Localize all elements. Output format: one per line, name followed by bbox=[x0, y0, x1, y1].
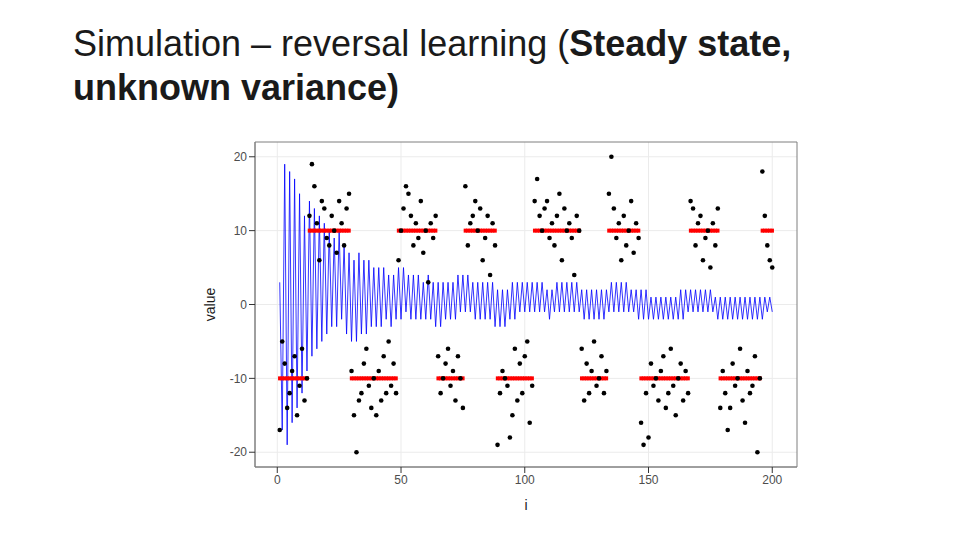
svg-text:150: 150 bbox=[638, 473, 658, 487]
svg-text:0: 0 bbox=[240, 298, 247, 312]
svg-text:100: 100 bbox=[515, 473, 535, 487]
svg-text:10: 10 bbox=[234, 224, 248, 238]
svg-text:0: 0 bbox=[274, 473, 281, 487]
svg-text:-20: -20 bbox=[230, 445, 248, 459]
svg-text:200: 200 bbox=[762, 473, 782, 487]
svg-text:20: 20 bbox=[234, 150, 248, 164]
svg-text:i: i bbox=[524, 497, 527, 512]
svg-text:value: value bbox=[202, 288, 218, 322]
svg-text:-10: -10 bbox=[230, 372, 248, 386]
svg-text:50: 50 bbox=[394, 473, 408, 487]
html-text:Simulation – reversal learning: Simulation – reversal learning (Steady s… bbox=[73, 23, 792, 108]
